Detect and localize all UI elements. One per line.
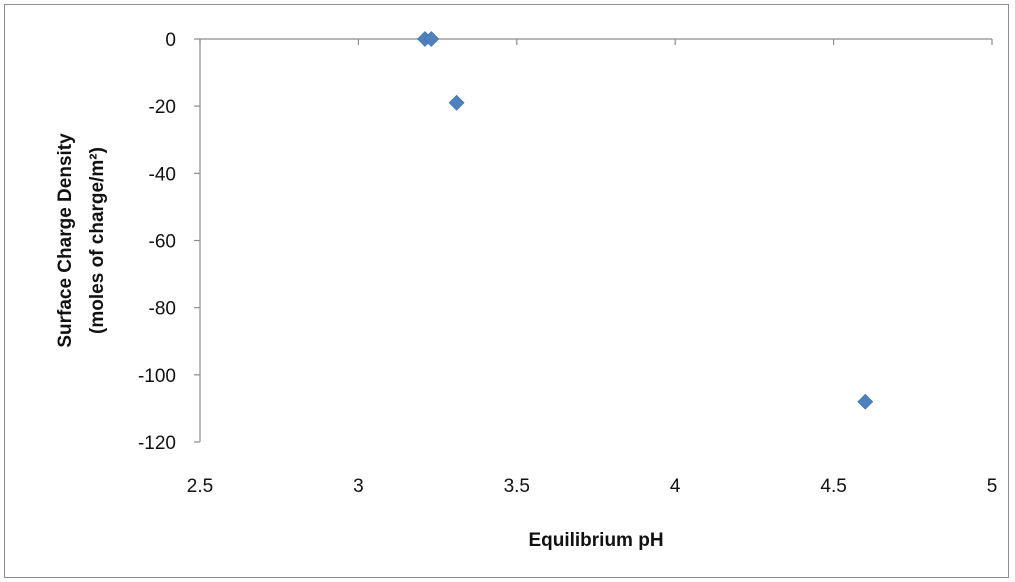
- data-point: [448, 94, 465, 111]
- data-points: [417, 31, 874, 410]
- data-point: [423, 31, 440, 47]
- y-axis-title-line-2: (moles of charge/m²): [87, 147, 108, 334]
- data-point: [857, 393, 874, 410]
- y-tick-label: -40: [149, 164, 176, 185]
- chart-frame: [4, 4, 1009, 578]
- y-axis-title-line-1: Surface Charge Density: [55, 133, 76, 348]
- x-tick-label: 3: [353, 476, 364, 497]
- y-tick-label: -100: [138, 366, 176, 387]
- x-tick-label: 3.5: [504, 476, 530, 497]
- x-axis-title: Equilibrium pH: [528, 530, 663, 551]
- x-tick-label: 2.5: [187, 476, 213, 497]
- y-tick-label: -80: [149, 299, 176, 320]
- y-tick-label: -20: [149, 97, 176, 118]
- x-tick-label: 4.5: [820, 476, 846, 497]
- y-tick-label: -60: [149, 232, 176, 253]
- axis-titles: Equilibrium pH Surface Charge Density (mol…: [55, 133, 664, 551]
- x-tick-label: 4: [670, 476, 681, 497]
- axes: [199, 38, 992, 442]
- ticks: 2.5 3 3.5 4 4.5 5 0 -20 -40 -60 -80 -100 -120: [138, 30, 997, 497]
- x-tick-label: 5: [987, 476, 998, 497]
- y-tick-label: -120: [138, 433, 176, 454]
- y-tick-label: 0: [165, 30, 176, 51]
